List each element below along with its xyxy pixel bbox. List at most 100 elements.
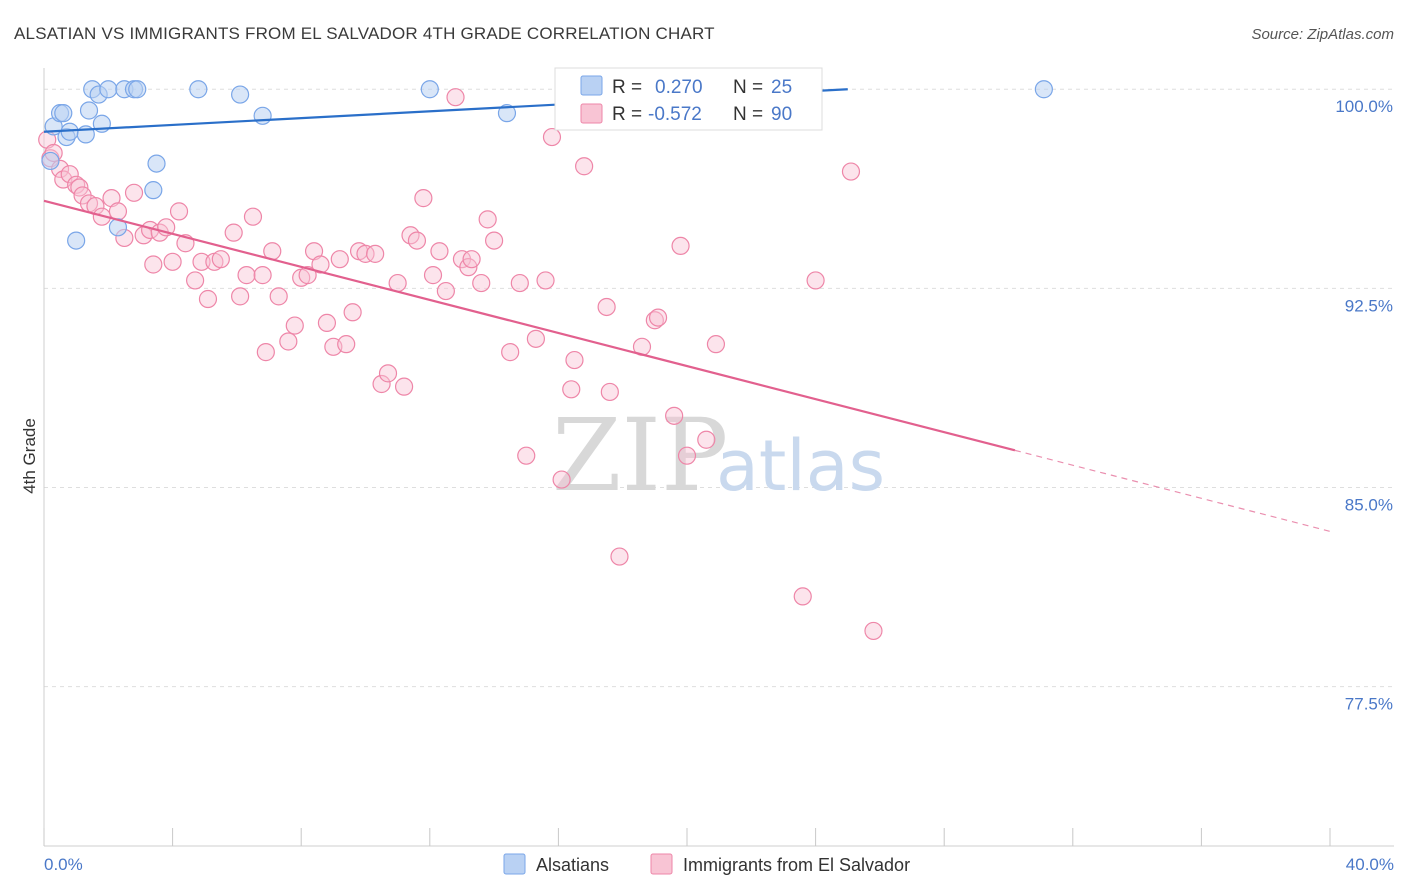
point-el-salvador-22 bbox=[169, 202, 189, 221]
point-el-salvador-58 bbox=[423, 266, 443, 285]
trend-line-el-salvador bbox=[43, 199, 1016, 452]
point-el-salvador-67 bbox=[485, 231, 504, 250]
chart-source: Source: ZipAtlas.com bbox=[1251, 26, 1394, 43]
point-el-salvador-38 bbox=[285, 316, 304, 335]
legend-n-label-2: N = bbox=[733, 104, 763, 125]
legend-r-label-2: R = bbox=[612, 104, 642, 125]
point-el-salvador-24 bbox=[186, 271, 205, 290]
point-alsatians-24 bbox=[1034, 80, 1053, 99]
point-el-salvador-77 bbox=[575, 157, 594, 176]
point-alsatians-17 bbox=[147, 154, 166, 173]
bottom-legend-el-salvador: Immigrants from El Salvador bbox=[683, 855, 910, 875]
point-el-salvador-69 bbox=[510, 273, 529, 293]
legend-n-value-el-salvador: 90 bbox=[771, 104, 792, 125]
point-alsatians-19 bbox=[189, 80, 208, 99]
y-tick-label-1: 92.5% bbox=[1345, 296, 1393, 315]
point-alsatians-6 bbox=[67, 231, 86, 250]
point-el-salvador-83 bbox=[648, 308, 668, 327]
point-el-salvador-34 bbox=[256, 343, 275, 362]
point-el-salvador-70 bbox=[517, 446, 536, 465]
point-el-salvador-42 bbox=[311, 255, 330, 274]
x-axis-ticks bbox=[43, 828, 1331, 846]
x-tick-label-min: 0.0% bbox=[44, 855, 83, 874]
point-el-salvador-71 bbox=[526, 329, 545, 348]
point-el-salvador-85 bbox=[671, 236, 690, 256]
point-el-salvador-25 bbox=[192, 252, 211, 271]
point-el-salvador-82 bbox=[645, 311, 664, 330]
point-el-salvador-90 bbox=[806, 271, 825, 290]
point-el-salvador-36 bbox=[269, 287, 288, 306]
point-el-salvador-59 bbox=[430, 242, 449, 261]
point-el-salvador-86 bbox=[677, 446, 697, 465]
y-tick-label-2: 85.0% bbox=[1345, 496, 1393, 515]
point-el-salvador-5 bbox=[60, 165, 79, 184]
point-el-salvador-37 bbox=[279, 332, 298, 351]
legend-swatch-alsatians bbox=[580, 75, 603, 96]
point-el-salvador-80 bbox=[610, 547, 629, 566]
point-el-salvador-87 bbox=[697, 430, 716, 449]
gridlines bbox=[44, 88, 1394, 688]
point-el-salvador-51 bbox=[372, 374, 391, 394]
point-el-salvador-46 bbox=[337, 335, 356, 354]
bottom-legend: Alsatians Immigrants from El Salvador bbox=[503, 853, 910, 875]
point-el-salvador-92 bbox=[864, 621, 883, 641]
x-tick-label-max: 40.0% bbox=[1346, 855, 1394, 874]
point-el-salvador-60 bbox=[436, 281, 455, 301]
point-el-salvador-32 bbox=[243, 207, 263, 226]
y-tick-label-0: 100.0% bbox=[1335, 97, 1393, 116]
trend-line-el-salvador-extension bbox=[1014, 449, 1331, 532]
point-alsatians-12 bbox=[99, 80, 118, 99]
point-el-salvador-65 bbox=[472, 273, 491, 293]
point-alsatians-21 bbox=[253, 106, 272, 125]
point-alsatians-8 bbox=[79, 101, 99, 120]
legend-r-value-alsatians: 0.270 bbox=[655, 77, 703, 98]
point-alsatians-18 bbox=[144, 181, 163, 200]
legend-swatch-el-salvador bbox=[580, 103, 603, 124]
legend-box: R = 0.270 N = 25 R = -0.572 N = 90 bbox=[554, 67, 823, 131]
point-el-salvador-21 bbox=[163, 252, 182, 271]
point-el-salvador-78 bbox=[597, 297, 616, 317]
point-el-salvador-26 bbox=[198, 289, 218, 309]
bottom-legend-swatch-el-salvador bbox=[650, 853, 673, 875]
point-el-salvador-66 bbox=[478, 210, 497, 229]
point-el-salvador-56 bbox=[407, 231, 427, 250]
point-el-salvador-73 bbox=[542, 127, 562, 147]
point-el-salvador-64 bbox=[462, 250, 481, 269]
legend-r-label: R = bbox=[612, 77, 642, 98]
watermark-zip: ZIP bbox=[552, 397, 728, 514]
point-el-salvador-74 bbox=[552, 470, 571, 489]
point-el-salvador-18 bbox=[144, 255, 163, 274]
y-axis-tick-labels: 100.0% 92.5% 85.0% 77.5% bbox=[1335, 97, 1393, 713]
legend-n-value-alsatians: 25 bbox=[771, 77, 792, 98]
watermark: ZIP atlas bbox=[552, 397, 885, 514]
point-el-salvador-79 bbox=[600, 382, 619, 402]
point-el-salvador-88 bbox=[706, 335, 726, 354]
chart-title: ALSATIAN VS IMMIGRANTS FROM EL SALVADOR … bbox=[14, 24, 715, 43]
point-alsatians-22 bbox=[420, 80, 439, 99]
point-el-salvador-75 bbox=[562, 380, 581, 399]
bottom-legend-alsatians: Alsatians bbox=[536, 855, 609, 875]
point-alsatians-0 bbox=[41, 151, 60, 171]
point-el-salvador-30 bbox=[231, 287, 250, 306]
point-el-salvador-45 bbox=[330, 250, 349, 269]
point-el-salvador-47 bbox=[343, 303, 362, 322]
y-axis-label: 4th Grade bbox=[20, 418, 39, 494]
point-alsatians-20 bbox=[231, 85, 250, 104]
point-el-salvador-72 bbox=[536, 271, 555, 290]
legend-r-value-el-salvador: -0.572 bbox=[648, 104, 702, 125]
point-alsatians-23 bbox=[497, 104, 517, 123]
point-el-salvador-54 bbox=[394, 377, 414, 396]
point-el-salvador-6 bbox=[67, 175, 86, 194]
point-el-salvador-68 bbox=[501, 343, 520, 362]
point-el-salvador-43 bbox=[317, 313, 337, 333]
point-el-salvador-15 bbox=[124, 183, 144, 202]
point-el-salvador-57 bbox=[414, 189, 433, 208]
point-el-salvador-49 bbox=[356, 244, 375, 263]
point-el-salvador-84 bbox=[665, 406, 684, 425]
point-el-salvador-61 bbox=[446, 88, 465, 107]
watermark-atlas: atlas bbox=[716, 425, 885, 507]
legend-n-label: N = bbox=[733, 77, 763, 98]
series-el-salvador-points bbox=[38, 88, 883, 641]
point-alsatians-3 bbox=[54, 104, 73, 123]
